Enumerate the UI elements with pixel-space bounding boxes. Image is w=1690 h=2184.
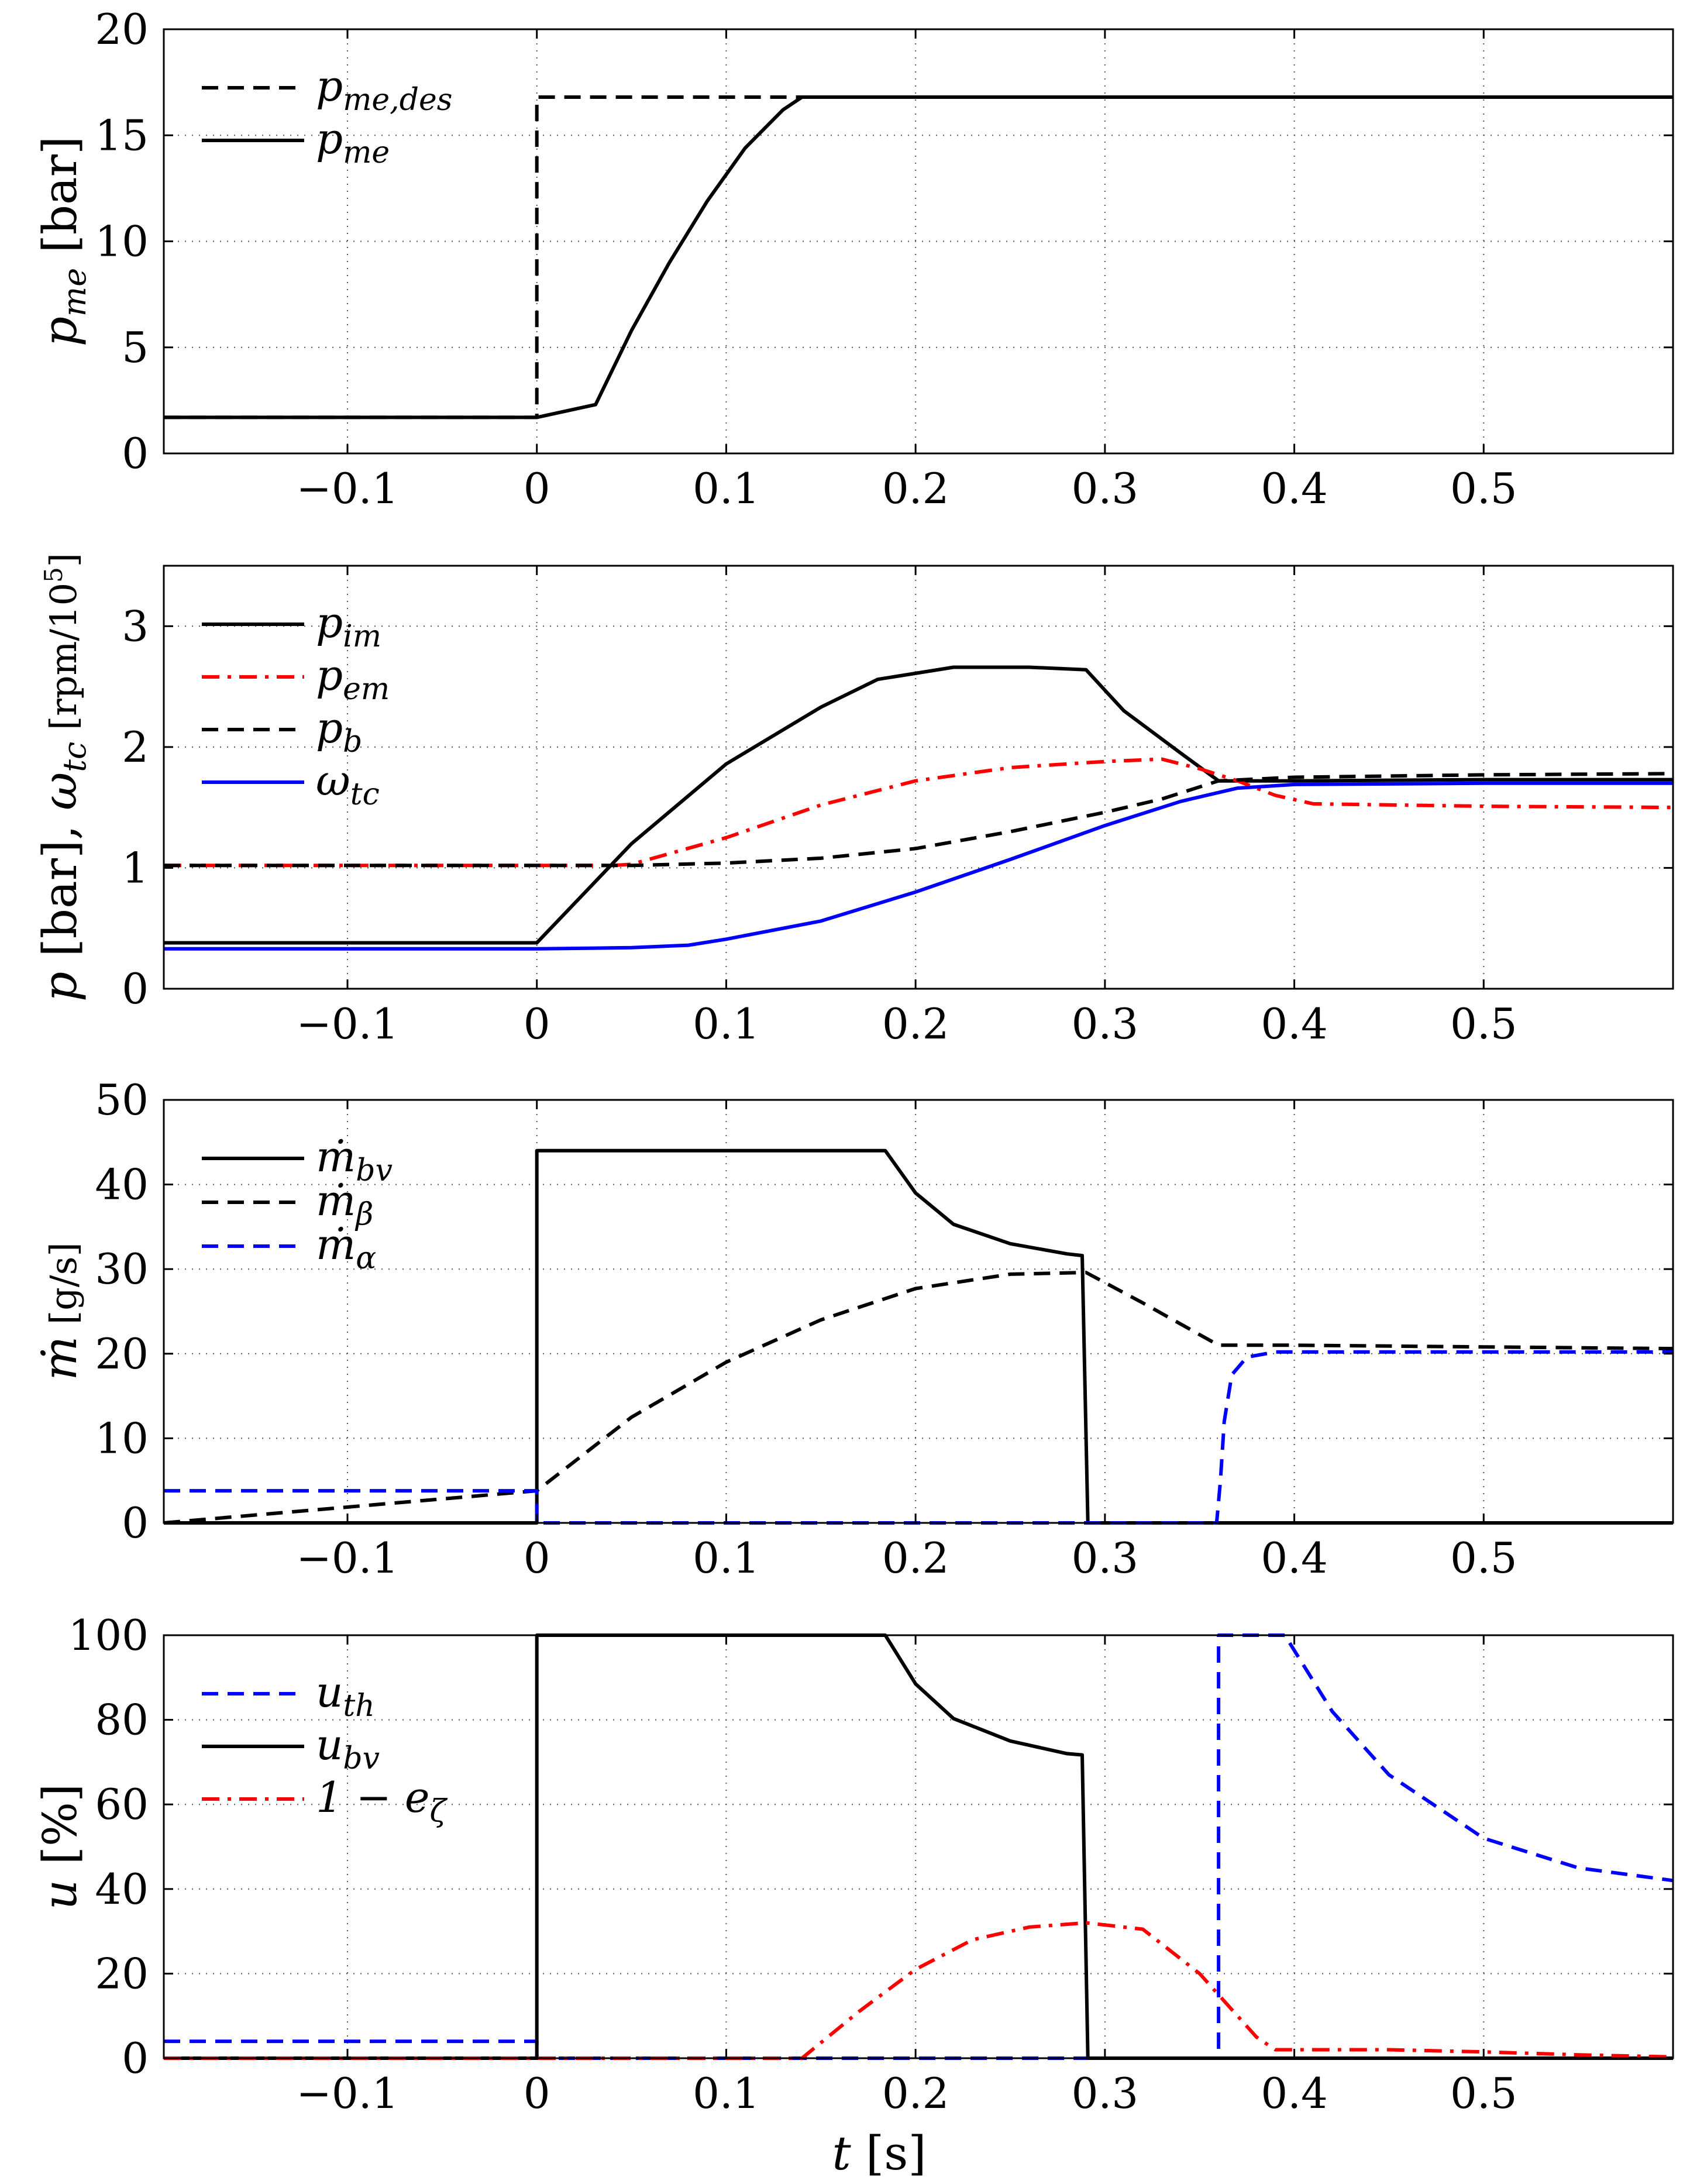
x-tick-label: 0.4 [1261, 2069, 1328, 2118]
series-line-4 [164, 781, 1673, 951]
y-tick-label: 50 [95, 1075, 149, 1124]
x-tick-label: 0.2 [882, 2069, 949, 2118]
y-tick-label: 30 [95, 1244, 149, 1294]
x-tick-label: 0.2 [882, 464, 949, 513]
y-tick-label: 40 [95, 1865, 149, 1914]
x-tick-label: 0.2 [882, 999, 949, 1048]
y-axis-label: p [bar], ωtc [rpm/105] [33, 553, 93, 1002]
y-tick-label: 5 [122, 323, 149, 372]
x-tick-label: 0.3 [1072, 464, 1139, 513]
pme-panel: −0.1 0 0.1 0.2 0.3 0.4 0.505101520pme,despmepm… [33, 5, 1674, 513]
x-tick-label: 0 [524, 464, 550, 513]
y-axis-label: u [%] [33, 1784, 87, 1910]
legend-label: pme [316, 114, 390, 170]
x-tick-label: 0 [524, 999, 550, 1048]
legend-label: ṁβ [316, 1176, 373, 1232]
y-tick-label: 0 [122, 1498, 149, 1547]
y-tick-label: 100 [68, 1611, 149, 1660]
legend-label: uth [316, 1667, 375, 1724]
y-tick-label: 80 [95, 1695, 149, 1745]
x-tick-label: −0.1 [297, 464, 399, 513]
x-tick-label: −0.1 [297, 2069, 399, 2118]
legend-label: ubv [316, 1720, 380, 1776]
series-line-3 [164, 1921, 1674, 2060]
series-line-2 [164, 95, 1673, 419]
axes-frame [163, 1634, 1674, 2059]
y-tick-label: 20 [95, 5, 149, 54]
y-tick-label: 20 [95, 1329, 149, 1378]
x-tick-label: 0.5 [1450, 999, 1517, 1048]
legend-label: pem [316, 651, 390, 707]
x-tick-label: −0.1 [297, 1533, 399, 1583]
x-tick-label: 0.2 [882, 1533, 949, 1583]
legend-label: pim [316, 598, 381, 654]
series-line-1 [164, 1633, 1674, 2060]
legend-label: ṁbv [316, 1132, 393, 1188]
y-tick-label: 0 [122, 2034, 149, 2083]
y-axis-label: pme [bar] [33, 136, 93, 346]
legend-label: pme,des [316, 61, 452, 118]
x-tick-label: 0.4 [1261, 1533, 1328, 1583]
legend-label: ωtc [316, 756, 380, 812]
x-tick-label: 0.1 [693, 999, 760, 1048]
x-tick-label: 0.1 [693, 1533, 760, 1583]
y-tick-label: 0 [122, 964, 149, 1013]
legend-label: ṁα [316, 1220, 376, 1276]
y-tick-label: 3 [122, 601, 149, 651]
series-line-2 [163, 1271, 1674, 1525]
y-tick-label: 0 [122, 429, 149, 478]
legend-label: pb [316, 703, 362, 759]
y-tick-label: 40 [95, 1160, 149, 1209]
x-axis-label: t [s] [832, 2126, 926, 2180]
series-line-3 [164, 772, 1674, 868]
y-tick-label: 10 [95, 1413, 149, 1463]
y-tick-label: 2 [122, 723, 149, 772]
legend-label: 1 − eζ [316, 1773, 448, 1829]
series-line-2 [164, 1633, 1673, 2060]
y-axis-label: ṁ [g/s] [33, 1242, 87, 1380]
x-tick-label: 0.5 [1450, 464, 1517, 513]
x-tick-label: 0 [524, 1533, 550, 1583]
y-tick-label: 15 [95, 111, 149, 160]
series-line-1 [164, 1148, 1673, 1525]
x-tick-label: 0.1 [693, 464, 760, 513]
x-tick-label: 0.5 [1450, 2069, 1517, 2118]
x-tick-label: 0.5 [1450, 1533, 1517, 1583]
y-tick-label: 60 [95, 1780, 149, 1829]
series-line-1 [164, 665, 1673, 945]
x-tick-label: 0.3 [1072, 2069, 1139, 2118]
x-tick-label: 0.4 [1261, 464, 1328, 513]
x-tick-label: 0 [524, 2069, 550, 2118]
x-tick-label: 0.1 [693, 2069, 760, 2118]
y-tick-label: 1 [122, 843, 149, 892]
y-tick-label: 10 [95, 217, 149, 266]
control-panel: −0.1 0 0.1 0.2 0.3 0.4 0.5 0 20 40 60 80 100 uthubv1 … [33, 1611, 1674, 2118]
series-line-3 [164, 1350, 1673, 1525]
x-tick-label: 0.4 [1261, 999, 1328, 1048]
axes-frame [163, 1099, 1674, 1524]
x-tick-label: −0.1 [297, 999, 399, 1048]
x-tick-label: 0.3 [1072, 1533, 1139, 1583]
y-tick-label: 20 [95, 1949, 149, 1998]
x-tick-label: 0.3 [1072, 999, 1139, 1048]
series-line-2 [164, 757, 1674, 868]
axes-frame [163, 565, 1674, 990]
